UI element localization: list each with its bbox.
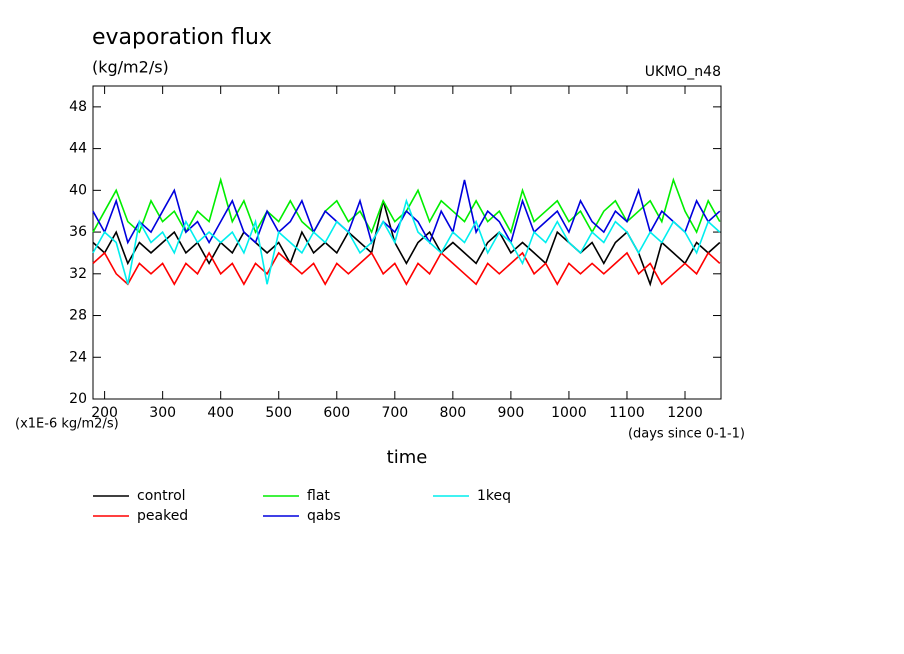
- x-tick-label: 300: [149, 405, 176, 421]
- y-tick-label: 40: [69, 182, 87, 198]
- x-tick-label: 600: [323, 405, 350, 421]
- series-line: [92, 200, 721, 287]
- y-tick-label: 24: [69, 349, 87, 365]
- legend-label: peaked: [137, 508, 188, 524]
- y-tick-label: 28: [69, 308, 87, 324]
- x-tick-label: 400: [207, 405, 234, 421]
- plot-frame: [92, 85, 722, 400]
- legend-label: 1keq: [477, 488, 511, 504]
- x-tick-label: 500: [265, 405, 292, 421]
- legend-label: control: [137, 488, 186, 504]
- x-tick-label: 900: [498, 405, 525, 421]
- series-line: [92, 251, 721, 286]
- y-unit-label: (x1E-6 kg/m2/s): [15, 417, 119, 432]
- y-tick-label: 20: [69, 391, 87, 407]
- chart-subtitle: (kg/m2/s): [92, 58, 169, 77]
- x-tick-label: 1000: [551, 405, 587, 421]
- x-tick-label: 700: [381, 405, 408, 421]
- model-annotation: UKMO_n48: [645, 64, 721, 80]
- x-unit-label: (days since 0-1-1): [628, 427, 745, 442]
- y-tick-label: 32: [69, 266, 87, 282]
- x-tick-label: 200: [91, 405, 118, 421]
- y-tick-label: 44: [69, 141, 87, 157]
- series-line: [92, 179, 721, 245]
- x-tick-label: 1100: [609, 405, 645, 421]
- x-axis-title: time: [387, 447, 428, 468]
- series-line: [92, 198, 721, 285]
- y-tick-label: 48: [69, 99, 87, 115]
- y-tick-label: 36: [69, 224, 87, 240]
- x-tick-label: 800: [439, 405, 466, 421]
- legend-label: qabs: [307, 508, 341, 524]
- legend-label: flat: [307, 488, 330, 504]
- x-tick-label: 1200: [667, 405, 703, 421]
- chart-title: evaporation flux: [92, 25, 272, 50]
